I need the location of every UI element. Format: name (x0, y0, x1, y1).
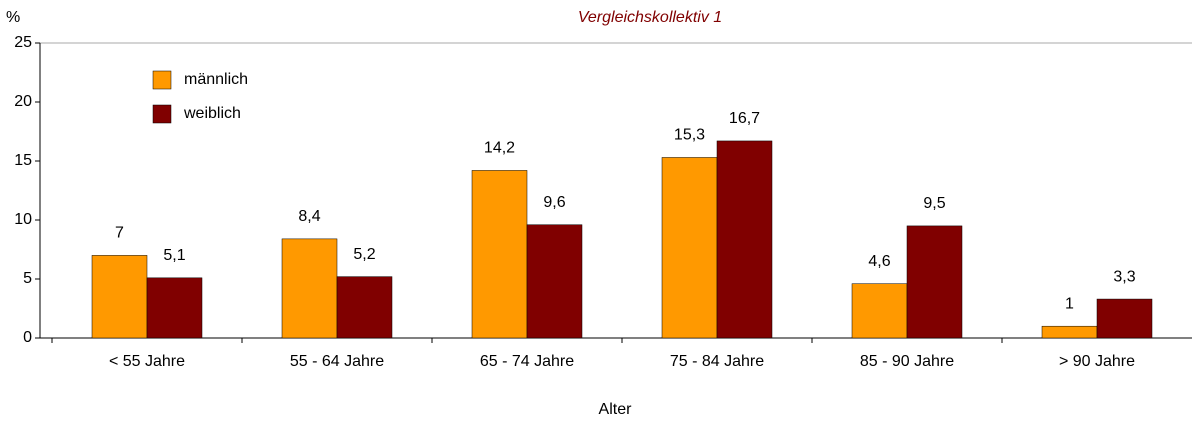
value-label: 5,2 (353, 246, 375, 263)
bar (91, 255, 148, 339)
bar (661, 157, 718, 339)
chart-title: Vergleichskollektiv 1 (578, 9, 722, 26)
x-axis-label: Alter (599, 401, 633, 418)
x-tick-label: > 90 Jahre (1059, 353, 1135, 370)
y-axis-label: % (6, 9, 20, 26)
value-label: 4,6 (868, 253, 890, 270)
bar (471, 170, 528, 339)
x-tick-label: 55 - 64 Jahre (290, 353, 384, 370)
bar (906, 225, 963, 339)
y-tick-label: 25 (14, 34, 32, 51)
x-tick-label: 75 - 84 Jahre (670, 353, 764, 370)
bar (716, 140, 773, 339)
bar (336, 276, 393, 339)
legend-label: weiblich (183, 105, 241, 122)
value-label: 7 (115, 225, 124, 242)
x-tick-label: < 55 Jahre (109, 353, 185, 370)
value-label: 9,5 (923, 195, 945, 212)
value-label: 16,7 (729, 110, 760, 127)
bar (146, 277, 203, 339)
y-tick-label: 5 (23, 270, 32, 287)
legend-swatch (152, 70, 172, 90)
x-tick-label: 85 - 90 Jahre (860, 353, 954, 370)
bar (1041, 325, 1098, 339)
value-label: 14,2 (484, 140, 515, 157)
bar (281, 238, 338, 339)
legend-label: männlich (184, 71, 248, 88)
value-label: 8,4 (298, 208, 320, 225)
bar (1096, 298, 1153, 339)
y-tick-label: 20 (14, 93, 32, 110)
value-label: 15,3 (674, 127, 705, 144)
value-label: 5,1 (163, 247, 185, 264)
y-tick-label: 0 (23, 329, 32, 346)
x-tick-label: 65 - 74 Jahre (480, 353, 574, 370)
legend-swatch (152, 104, 172, 124)
value-label: 3,3 (1113, 268, 1135, 285)
value-label: 9,6 (543, 194, 565, 211)
y-tick-label: 15 (14, 152, 32, 169)
value-label: 1 (1065, 295, 1074, 312)
y-tick-label: 10 (14, 211, 32, 228)
bar (851, 283, 908, 339)
bar (526, 224, 583, 339)
